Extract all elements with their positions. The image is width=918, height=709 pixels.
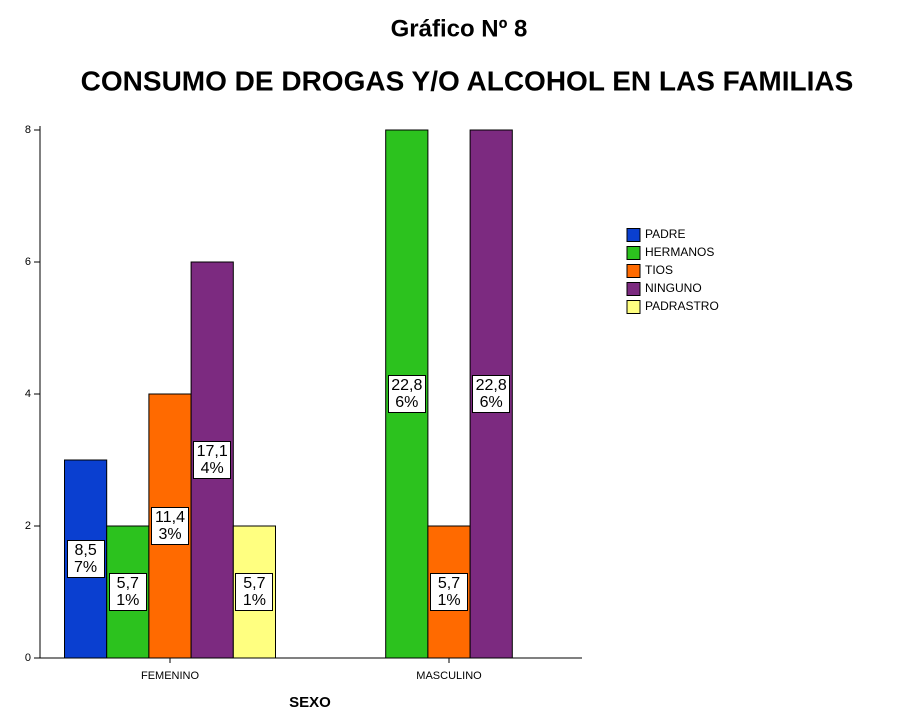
data-label: 5,71%: [235, 573, 274, 611]
x-axis-label: SEXO: [289, 694, 331, 709]
x-tick-label: FEMENINO: [141, 670, 200, 682]
chart-subtitle: CONSUMO DE DROGAS Y/O ALCOHOL EN LAS FAM…: [81, 65, 854, 96]
y-tick-label: 8: [25, 124, 31, 136]
y-tick-label: 4: [25, 388, 31, 400]
y-tick-label: 0: [25, 652, 31, 664]
legend-swatch: [626, 282, 641, 296]
legend-label: TIOS: [645, 263, 673, 277]
legend-swatch: [626, 228, 641, 242]
y-tick-label: 2: [25, 520, 31, 532]
chart-title: Gráfico Nº 8: [391, 15, 528, 42]
data-label: 11,43%: [151, 507, 189, 545]
y-tick-label: 6: [25, 256, 31, 268]
legend-label: NINGUNO: [645, 281, 702, 295]
data-label: 5,71%: [430, 573, 468, 611]
data-label: 8,57%: [66, 540, 105, 578]
legend-swatch: [626, 246, 641, 260]
legend-label: PADRE: [645, 227, 685, 241]
data-label: 22,86%: [472, 375, 511, 413]
data-label: 5,71%: [108, 573, 147, 611]
legend-swatch: [626, 264, 641, 278]
legend-label: PADRASTRO: [645, 299, 719, 313]
legend-label: HERMANOS: [645, 245, 714, 259]
x-tick-label: MASCULINO: [416, 670, 482, 682]
data-label: 22,86%: [387, 375, 426, 413]
legend-swatch: [626, 300, 641, 314]
data-label: 17,14%: [193, 441, 232, 479]
